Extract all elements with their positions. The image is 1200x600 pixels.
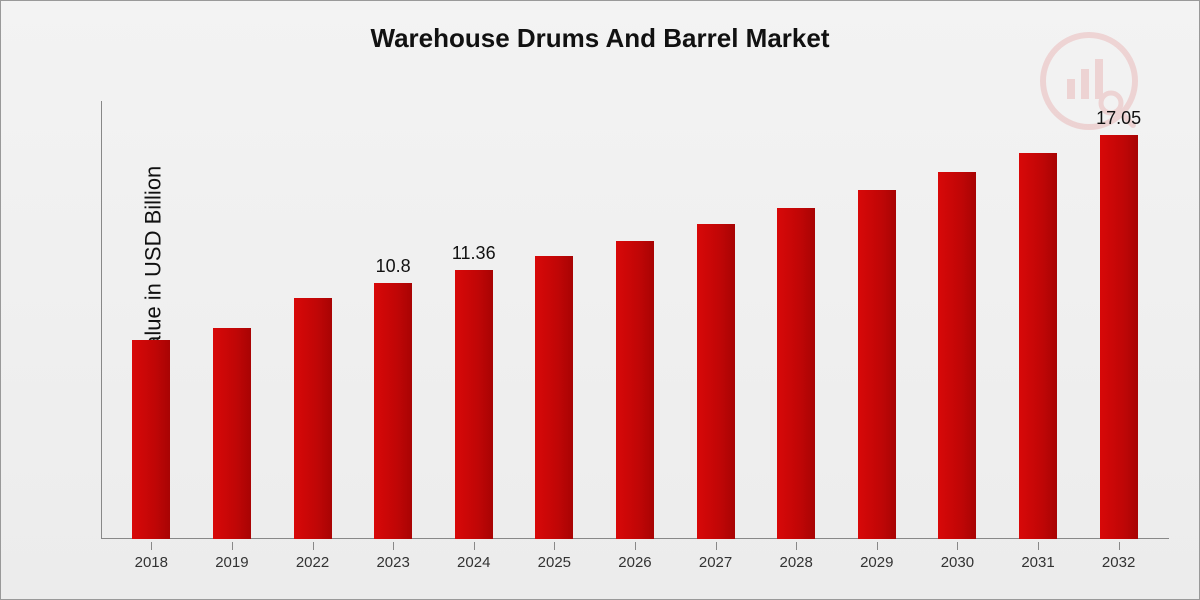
x-tick-label: 2019 bbox=[215, 554, 248, 571]
bar-slot: 10.8 bbox=[353, 101, 434, 539]
x-ticks-group: 2018 2019 2022 2023 2024 2025 2026 2027 2028 2029… bbox=[101, 554, 1169, 571]
x-tick: 2024 bbox=[433, 554, 514, 571]
x-tick: 2023 bbox=[353, 554, 434, 571]
bar-slot bbox=[514, 101, 595, 539]
bar bbox=[213, 328, 251, 539]
bar-slot bbox=[272, 101, 353, 539]
bar bbox=[374, 283, 412, 539]
bar bbox=[697, 224, 735, 539]
x-tick-label: 2018 bbox=[135, 554, 168, 571]
bar bbox=[1100, 135, 1138, 539]
bar bbox=[777, 208, 815, 539]
bar-slot: 17.05 bbox=[1078, 101, 1159, 539]
x-tick: 2028 bbox=[756, 554, 837, 571]
bar bbox=[535, 256, 573, 539]
x-tick: 2029 bbox=[836, 554, 917, 571]
x-tick-mark bbox=[393, 542, 394, 550]
x-tick-mark bbox=[796, 542, 797, 550]
bar bbox=[455, 270, 493, 539]
x-tick-label: 2029 bbox=[860, 554, 893, 571]
bar bbox=[938, 172, 976, 539]
x-tick-mark bbox=[151, 542, 152, 550]
x-tick: 2027 bbox=[675, 554, 756, 571]
x-tick-mark bbox=[1119, 542, 1120, 550]
chart-title: Warehouse Drums And Barrel Market bbox=[1, 23, 1199, 54]
x-tick: 2018 bbox=[111, 554, 192, 571]
x-tick-mark bbox=[635, 542, 636, 550]
x-tick: 2032 bbox=[1078, 554, 1159, 571]
x-tick-mark bbox=[716, 542, 717, 550]
bar bbox=[132, 340, 170, 539]
plot-area: 10.8 11.36 17.05 bbox=[101, 101, 1169, 539]
x-tick: 2030 bbox=[917, 554, 998, 571]
x-tick: 2022 bbox=[272, 554, 353, 571]
bar bbox=[294, 298, 332, 539]
x-tick-mark bbox=[232, 542, 233, 550]
x-tick-mark bbox=[313, 542, 314, 550]
bar bbox=[1019, 153, 1057, 539]
x-tick-label: 2032 bbox=[1102, 554, 1135, 571]
bar bbox=[858, 190, 896, 539]
x-tick-mark bbox=[877, 542, 878, 550]
x-tick: 2025 bbox=[514, 554, 595, 571]
x-tick-mark bbox=[957, 542, 958, 550]
x-tick: 2031 bbox=[998, 554, 1079, 571]
bar-slot bbox=[595, 101, 676, 539]
chart-container: Warehouse Drums And Barrel Market Market… bbox=[0, 0, 1200, 600]
bar-slot bbox=[836, 101, 917, 539]
x-tick-label: 2028 bbox=[779, 554, 812, 571]
x-tick-label: 2031 bbox=[1021, 554, 1054, 571]
x-tick-label: 2030 bbox=[941, 554, 974, 571]
x-tick-label: 2025 bbox=[538, 554, 571, 571]
x-tick-label: 2023 bbox=[376, 554, 409, 571]
bar-slot bbox=[111, 101, 192, 539]
bar-slot bbox=[756, 101, 837, 539]
x-tick-mark bbox=[1038, 542, 1039, 550]
x-tick: 2019 bbox=[192, 554, 273, 571]
x-tick-label: 2027 bbox=[699, 554, 732, 571]
x-tick-label: 2022 bbox=[296, 554, 329, 571]
bar-value-label: 17.05 bbox=[1096, 108, 1141, 129]
bar-slot bbox=[675, 101, 756, 539]
bar bbox=[616, 241, 654, 539]
bars-group: 10.8 11.36 17.05 bbox=[101, 101, 1169, 539]
bar-value-label: 10.8 bbox=[376, 256, 411, 277]
bar-slot: 11.36 bbox=[433, 101, 514, 539]
bar-slot bbox=[192, 101, 273, 539]
bar-slot bbox=[917, 101, 998, 539]
bar-value-label: 11.36 bbox=[452, 243, 496, 264]
x-tick-mark bbox=[554, 542, 555, 550]
x-tick-label: 2026 bbox=[618, 554, 651, 571]
x-tick-mark bbox=[474, 542, 475, 550]
x-tick-label: 2024 bbox=[457, 554, 490, 571]
bar-slot bbox=[998, 101, 1079, 539]
x-tick: 2026 bbox=[595, 554, 676, 571]
